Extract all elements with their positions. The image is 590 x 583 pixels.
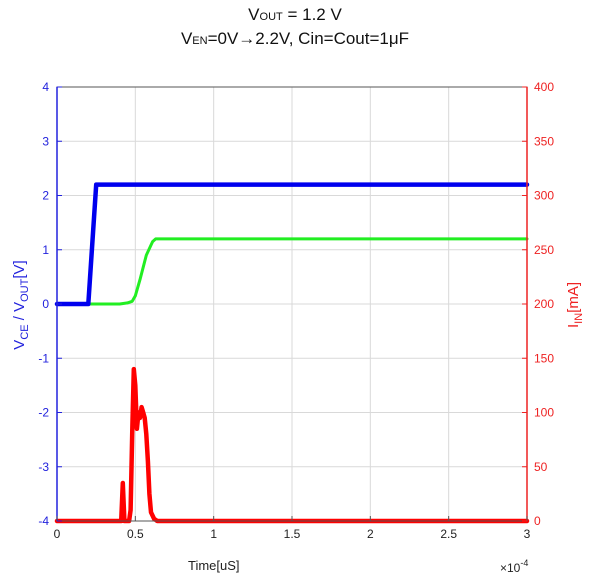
grid xyxy=(56,86,528,522)
y-left-tick-label: 1 xyxy=(42,243,49,257)
x-tick-label: 1.5 xyxy=(284,527,301,541)
x-tick-label: 1 xyxy=(210,527,217,541)
x-tick-label: 3 xyxy=(524,527,531,541)
y-left-tick-label: -1 xyxy=(38,351,49,365)
y-left-tick-label: 3 xyxy=(42,134,49,148)
y-right-tick-label: 200 xyxy=(534,297,554,311)
x-tick-label: 0 xyxy=(54,527,61,541)
y-left-tick-label: 0 xyxy=(42,297,49,311)
y-left-tick-label: -4 xyxy=(38,514,49,528)
y-left-label: VCE / VOUT[V] xyxy=(11,260,31,349)
y-right-tick-label: 150 xyxy=(534,351,554,365)
y-left-tick-label: 4 xyxy=(42,80,49,94)
y-right-tick-label: 250 xyxy=(534,243,554,257)
y-right-tick-label: 400 xyxy=(534,80,554,94)
y-right-tick-label: 300 xyxy=(534,189,554,203)
x-tick-label: 0.5 xyxy=(127,527,144,541)
y-right-tick-label: 50 xyxy=(534,460,548,474)
chart-title-line2: VEN=0V→2.2V, Cin=Cout=1μF xyxy=(181,29,409,48)
y-right-tick-label: 100 xyxy=(534,406,554,420)
y-right-label: IIN[mA] xyxy=(565,282,585,328)
y-left-tick-label: 2 xyxy=(42,189,49,203)
y-left-tick-label: -2 xyxy=(38,406,49,420)
y-left-tick-label: -3 xyxy=(38,460,49,474)
y-right-tick-label: 350 xyxy=(534,134,554,148)
y-right-tick-label: 0 xyxy=(534,514,541,528)
axis-ticks: 0 0.5 1 1.5 2 2.5 3 4 3 2 1 0 -1 -2 -3 -4 400 350 300 250 20… xyxy=(38,80,554,541)
series-line-vout xyxy=(55,237,529,306)
chart-title-line1: VOUT = 1.2 V xyxy=(248,5,342,24)
x-multiplier: ×10-4 xyxy=(500,558,528,575)
x-axis-label: Time[uS] xyxy=(188,558,240,573)
series-line-vce xyxy=(54,182,530,307)
x-tick-label: 2.5 xyxy=(440,527,457,541)
x-tick-label: 2 xyxy=(367,527,374,541)
